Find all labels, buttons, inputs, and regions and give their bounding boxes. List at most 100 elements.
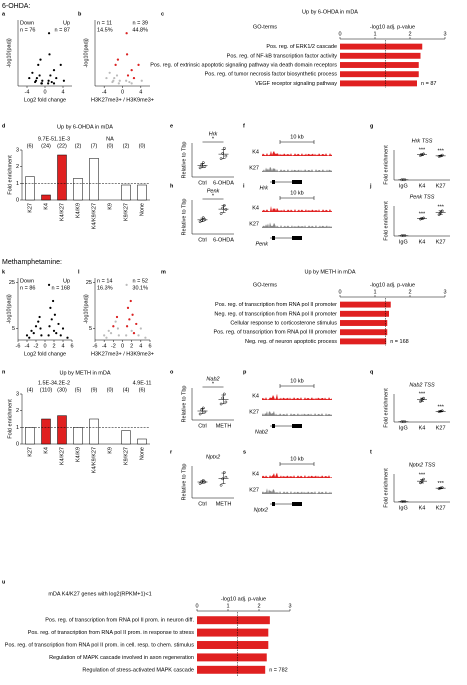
y-tick-label: 25: [86, 280, 92, 286]
point: [103, 334, 106, 337]
panel-letter: r: [170, 449, 173, 455]
x-tick-label: Ctrl: [198, 501, 207, 507]
point: [66, 336, 69, 339]
y-axis-label: -log10(padj): [6, 38, 12, 68]
point: [55, 76, 58, 80]
chart-title: Up by METH in mDA: [59, 370, 110, 376]
count-label: (6): [139, 387, 146, 393]
x-tick-label: Ctrl: [198, 180, 207, 186]
annotation: n = 76: [20, 27, 35, 33]
point: [39, 327, 42, 330]
x-tick-label: 2: [130, 343, 133, 349]
y-tick-label: Pos. reg. of tumor necrosis factor biosy…: [205, 72, 338, 78]
point: [53, 313, 57, 316]
y-axis-label: Relative to Tbp: [181, 386, 187, 423]
x-tick-label: 6-OHDA: [213, 237, 234, 243]
gene-label: Hrk: [259, 185, 268, 191]
p-value-label: 9.7E-5: [38, 136, 54, 142]
x-tick-label: -4: [102, 343, 107, 349]
x-tick-label: 6: [148, 343, 151, 349]
x-tick-label: K4/K9/K27: [91, 447, 97, 473]
x-tick-label: METH: [216, 501, 232, 507]
chart-title: Penk: [207, 188, 220, 194]
x-axis-label: Log2 fold change: [24, 97, 66, 103]
x-axis-label: H3K27me3+ / H3K9me3+: [91, 97, 154, 103]
chart-title: Up by METH in mDA: [304, 269, 355, 275]
y-axis-label: Fold enrichment: [383, 145, 389, 185]
point: [118, 79, 121, 82]
track-label: K4: [252, 393, 259, 399]
annotation: 30.1%: [132, 285, 148, 291]
point: [137, 334, 140, 337]
point: [107, 329, 110, 332]
bar: [340, 310, 389, 317]
point: [59, 63, 62, 66]
track-label: K27: [249, 409, 259, 415]
y-tick-label: Regulation of MAPK cascade involved in a…: [49, 655, 194, 661]
x-tick-label: IgG: [399, 239, 408, 245]
panel-letter: j: [369, 183, 372, 189]
p-value-label: NA: [106, 136, 114, 142]
point: [114, 320, 117, 323]
bar: [137, 184, 147, 201]
x-axis-label: H3K27me3+ / H3K9me3+: [91, 351, 154, 357]
x-tick-label: K4/K27: [59, 203, 65, 221]
point: [131, 313, 134, 316]
annotation: n = 87: [55, 27, 70, 33]
bar: [25, 176, 35, 201]
point: [114, 63, 117, 66]
y-tick-label: Pos. reg. of NF-kB transcription factor …: [227, 53, 338, 59]
significance: ***: [419, 392, 426, 398]
x-tick-label: 2: [257, 603, 260, 609]
point: [38, 74, 41, 77]
x-axis-label: -log10 adj. p-value: [221, 596, 266, 602]
point: [116, 58, 120, 61]
column-header: GO-terms: [253, 24, 277, 30]
y-tick-label: Pos. reg. of ERK1/2 cascade: [266, 44, 337, 50]
x-tick-label: None: [139, 203, 145, 216]
point: [105, 76, 108, 80]
point: [55, 332, 58, 335]
point: [219, 483, 223, 487]
annotation: Up: [63, 20, 70, 26]
x-tick-label: IgG: [399, 505, 408, 511]
point: [30, 329, 33, 332]
x-tick-label: 3: [443, 289, 446, 295]
exon: [292, 236, 302, 240]
point: [50, 80, 53, 84]
x-tick-label: K27: [436, 505, 446, 511]
annotation: n = 11: [97, 20, 112, 26]
point: [132, 332, 136, 335]
y-tick-label: VEGF receptor signaling pathway: [255, 81, 337, 87]
exon: [272, 236, 275, 240]
point: [130, 82, 133, 85]
y-tick-label: Pos. reg. of transcription from RNA pol …: [28, 630, 195, 636]
count-label: (0): [107, 387, 114, 393]
p-value-label: 4.2E-2: [54, 380, 70, 386]
bar: [73, 427, 83, 445]
point: [144, 336, 147, 339]
bar: [340, 43, 423, 50]
section-title: Methamphetamine:: [2, 259, 62, 266]
significance: ***: [419, 473, 426, 479]
annotation: 44.8%: [132, 27, 148, 33]
x-tick-label: 6: [70, 343, 73, 349]
annotation: Up: [63, 278, 70, 284]
panel-letter: b: [78, 11, 82, 17]
count-label: (7): [91, 143, 98, 149]
point: [219, 212, 223, 215]
count-label: (6): [27, 143, 34, 149]
y-axis-label: Fold enrichment: [383, 468, 389, 508]
y-tick-label: 25: [9, 280, 15, 286]
point: [125, 79, 128, 82]
x-tick-label: -4: [102, 89, 107, 95]
point: [221, 396, 225, 400]
x-tick-label: -4: [25, 343, 30, 349]
y-axis-label: Fold enrichment: [383, 388, 389, 428]
bar: [25, 427, 35, 445]
y-tick-label: Pos. reg. of transcription from RNA pol …: [5, 642, 194, 648]
bar: [121, 184, 131, 201]
significance: *: [212, 193, 215, 199]
exon: [292, 502, 302, 506]
chart-title: Hrk: [209, 131, 218, 137]
